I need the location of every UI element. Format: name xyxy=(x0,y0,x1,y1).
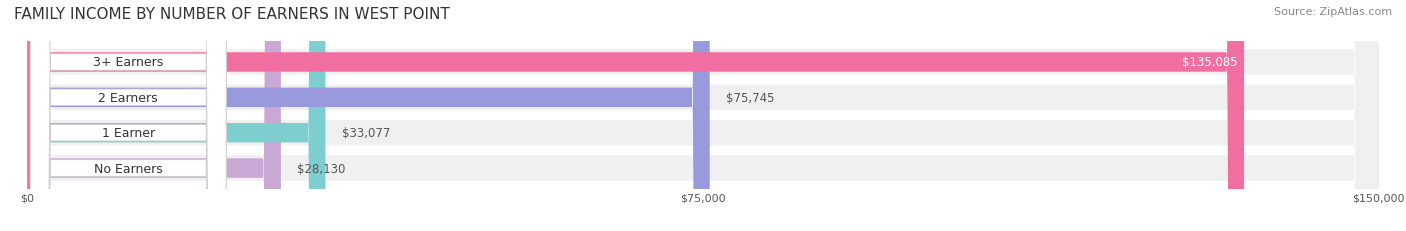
FancyBboxPatch shape xyxy=(28,0,325,231)
FancyBboxPatch shape xyxy=(28,0,1378,231)
Text: Source: ZipAtlas.com: Source: ZipAtlas.com xyxy=(1274,7,1392,17)
FancyBboxPatch shape xyxy=(31,0,226,231)
FancyBboxPatch shape xyxy=(28,0,1378,231)
Text: $33,077: $33,077 xyxy=(342,127,389,140)
FancyBboxPatch shape xyxy=(31,0,226,231)
FancyBboxPatch shape xyxy=(31,0,226,231)
FancyBboxPatch shape xyxy=(28,0,1378,231)
Text: 2 Earners: 2 Earners xyxy=(98,91,157,104)
FancyBboxPatch shape xyxy=(28,0,710,231)
Text: $28,130: $28,130 xyxy=(297,162,346,175)
Text: $135,085: $135,085 xyxy=(1181,56,1237,69)
Text: $75,745: $75,745 xyxy=(725,91,775,104)
Text: 3+ Earners: 3+ Earners xyxy=(93,56,163,69)
FancyBboxPatch shape xyxy=(28,0,1244,231)
Text: FAMILY INCOME BY NUMBER OF EARNERS IN WEST POINT: FAMILY INCOME BY NUMBER OF EARNERS IN WE… xyxy=(14,7,450,22)
FancyBboxPatch shape xyxy=(28,0,281,231)
Text: 1 Earner: 1 Earner xyxy=(101,127,155,140)
Text: No Earners: No Earners xyxy=(94,162,163,175)
FancyBboxPatch shape xyxy=(28,0,1378,231)
FancyBboxPatch shape xyxy=(31,0,226,231)
